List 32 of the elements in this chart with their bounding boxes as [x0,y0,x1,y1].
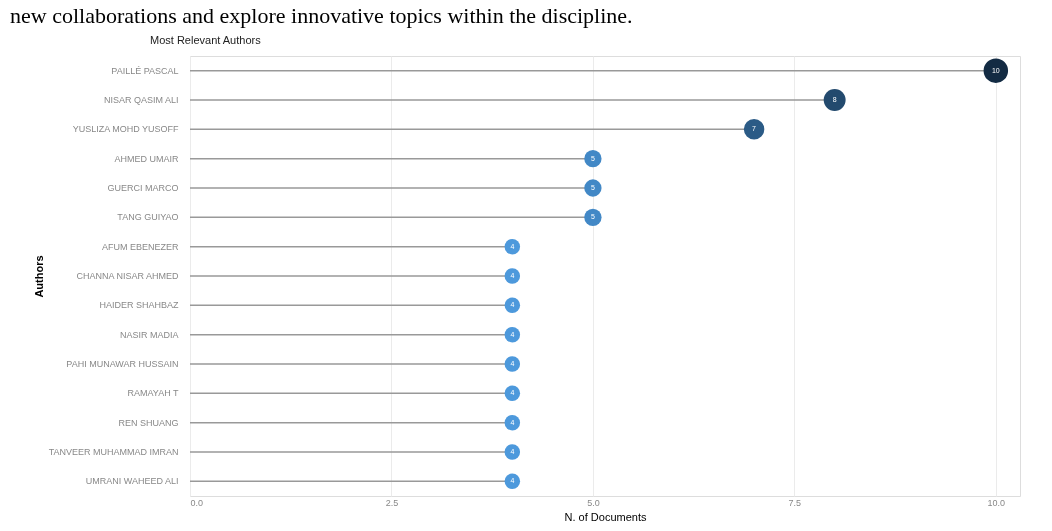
y-tick-label: TANG GUIYAO [117,212,179,223]
y-tick-label: YUSLIZA MOHD YUSOFF [72,124,179,135]
y-tick-label: PAHI MUNAWAR HUSSAIN [66,359,179,369]
y-tick-label: RAMAYAH T [127,388,179,399]
y-tick-label: AFUM EBENEZER [101,241,179,252]
y-tick-label: CHANNA NISAR AHMED [76,271,179,281]
point [504,326,521,343]
y-tick-label: PAILLÉ PASCAL [111,65,179,76]
x-tick-label: 2.5 [385,497,399,508]
point [504,356,521,372]
x-tick-label: 7.5 [788,497,802,508]
text: new collaborations and explore innovative topics within the discipline. [10,3,633,28]
y-tick-label: REN SHUANG [118,417,179,428]
point [584,208,602,226]
chart-title: Most Relevant Authors [150,34,262,46]
point [504,238,521,255]
y-tick-label: UMRANI WAHEED ALI [85,476,179,487]
y-tick-label: TANVEER MUHAMMAD IMRAN [48,447,179,457]
x-tick-label: 10.0 [987,497,1006,508]
x-tick-label: 5.0 [587,497,600,508]
point [504,444,521,460]
y-tick-label: NISAR QASIM ALI [103,95,179,105]
point [584,150,602,168]
x-tick-label: 0.0 [190,497,204,508]
y-axis-title: Authors [32,255,45,298]
y-tick-label: NASIR MADIA [119,329,179,340]
y-tick-label: AHMED UMAIR [114,153,179,164]
y-tick-label: HAIDER SHAHBAZ [99,300,179,311]
point [504,268,521,284]
point [504,414,521,431]
x-axis-title: N. of Documents [564,510,647,523]
y-tick-label: GUERCI MARCO [107,183,179,193]
